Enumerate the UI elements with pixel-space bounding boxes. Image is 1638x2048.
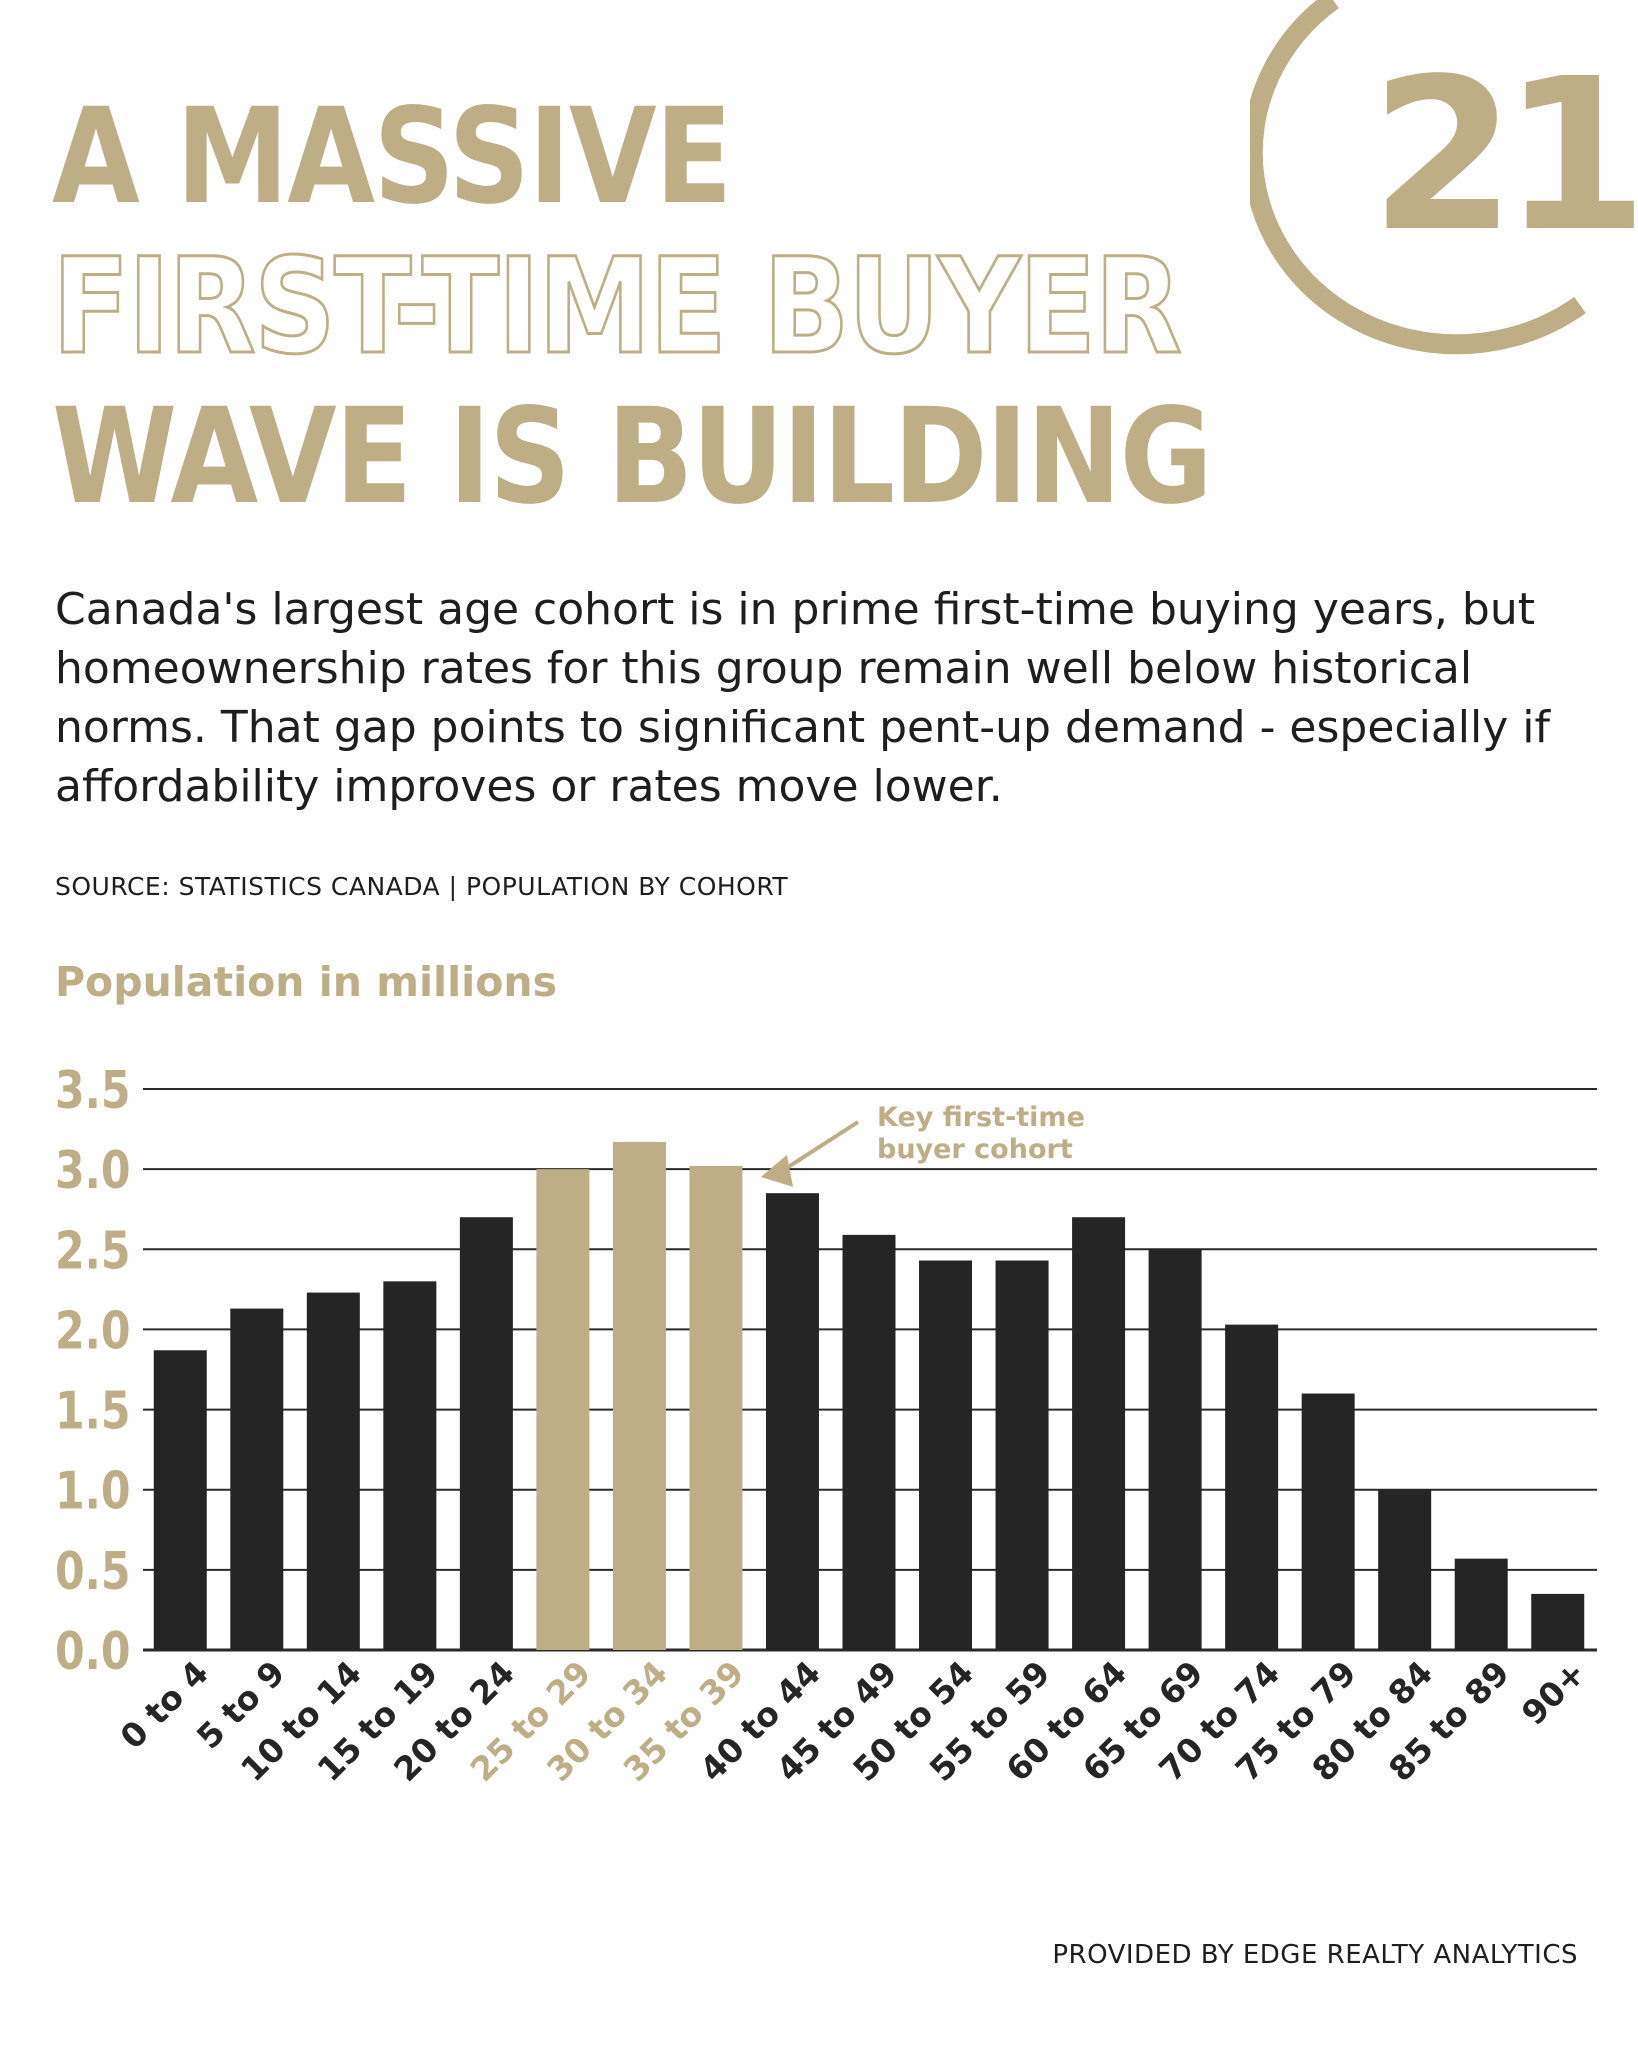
y-tick-label: 1.0 [55, 1462, 131, 1522]
bar-90plus [1531, 1593, 1585, 1650]
bars [153, 1141, 1585, 1650]
bar-35-to-39 [689, 1165, 743, 1650]
footer-credit: PROVIDED BY EDGE REALTY ANALYTICS [1052, 1940, 1578, 1970]
bar-0-to-4 [153, 1350, 207, 1650]
bar-15-to-19 [383, 1281, 437, 1650]
bar-75-to-79 [1301, 1393, 1355, 1650]
y-tick-label: 1.5 [55, 1382, 131, 1442]
chart-title: Population in millions [55, 958, 557, 1006]
century21-logo: 21 [1250, 0, 1638, 355]
y-tick-label: 0.0 [55, 1622, 131, 1682]
bar-40-to-44 [765, 1193, 819, 1650]
bar-80-to-84 [1378, 1489, 1432, 1650]
intro-paragraph: Canada's largest age cohort is in prime … [55, 584, 1550, 812]
bar-25-to-29 [536, 1169, 590, 1650]
bar-50-to-54 [919, 1260, 973, 1650]
bar-70-to-74 [1225, 1324, 1279, 1650]
y-tick-label: 2.0 [55, 1301, 131, 1361]
y-tick-label: 3.0 [55, 1141, 131, 1201]
population-bar-chart: 0.0 0.5 1.0 1.5 2.0 2.5 3.0 3.5 0 to 45 to 910 … [55, 1061, 1597, 1789]
bar-85-to-89 [1454, 1558, 1508, 1650]
bar-45-to-49 [842, 1234, 896, 1650]
source-note: SOURCE: STATISTICS CANADA | POPULATION B… [55, 872, 789, 901]
logo-text: 21 [1370, 33, 1634, 278]
headline-line-1: A MASSIVE [52, 80, 733, 234]
annotation-arrowhead [760, 1154, 793, 1187]
annotation-arrow-line [777, 1120, 860, 1175]
bar-65-to-69 [1148, 1249, 1202, 1650]
bar-10-to-14 [306, 1292, 360, 1650]
annotation-text-line-2: buyer cohort [877, 1134, 1073, 1165]
annotation-text-line-1: Key first-time [877, 1102, 1085, 1133]
bar-60-to-64 [1072, 1217, 1126, 1650]
bar-30-to-34 [612, 1141, 666, 1650]
headline-line-2: FIRST-TIME BUYER [51, 230, 1183, 384]
y-tick-label: 3.5 [55, 1061, 131, 1121]
headline-line-3: WAVE IS BUILDING [52, 380, 1213, 534]
headline: A MASSIVE FIRST-TIME BUYER WAVE IS BUILD… [51, 80, 1400, 534]
bar-5-to-9 [230, 1308, 284, 1650]
bar-55-to-59 [995, 1260, 1049, 1650]
bar-20-to-24 [459, 1217, 513, 1650]
y-tick-label: 2.5 [55, 1221, 131, 1281]
logo-arc [1250, 0, 1586, 355]
y-axis-ticks: 0.0 0.5 1.0 1.5 2.0 2.5 3.0 3.5 [55, 1061, 131, 1682]
y-tick-label: 0.5 [55, 1542, 131, 1602]
x-tick-label: 90+ [1514, 1653, 1594, 1733]
